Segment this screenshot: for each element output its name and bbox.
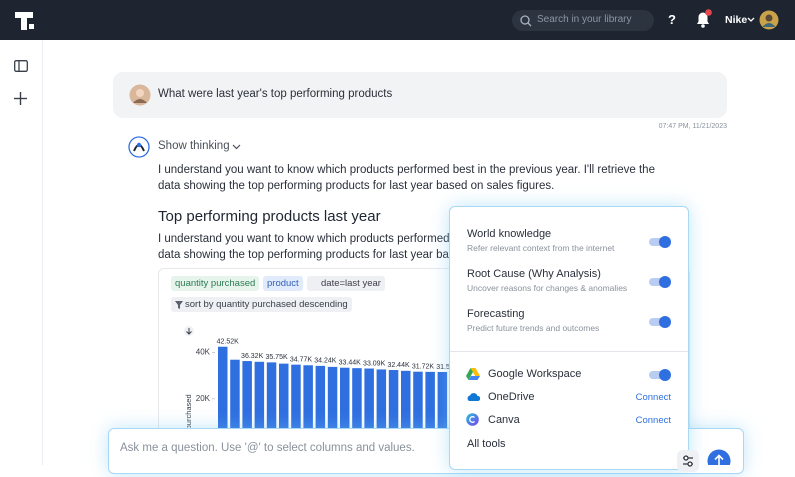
value-label: 42.52K <box>217 339 240 346</box>
bar <box>364 368 374 445</box>
tools-menu: World knowledge Refer relevant context f… <box>449 206 689 470</box>
value-label: 31.58K <box>436 364 459 371</box>
option-title: World knowledge <box>467 228 552 240</box>
bar <box>352 368 362 445</box>
assistant-avatar <box>128 136 150 158</box>
connect-link[interactable]: Connect <box>635 392 671 403</box>
chip[interactable]: date=last year <box>307 276 385 291</box>
value-label: 31.72K <box>412 364 435 371</box>
answer-heading: Top performing products last year <box>158 208 381 225</box>
toggle[interactable] <box>649 369 671 381</box>
tools-button[interactable] <box>677 450 699 472</box>
value-label: 33.09K <box>363 360 386 367</box>
bar <box>279 363 289 445</box>
show-thinking[interactable]: Show thinking <box>158 140 230 152</box>
bar <box>315 365 326 445</box>
question-text: What were last year's top performing pro… <box>158 88 393 100</box>
value-label: 34.77K <box>290 356 313 363</box>
all-tools[interactable]: All tools <box>467 438 506 450</box>
option-title: Forecasting <box>467 308 525 320</box>
input-placeholder: Ask me a question. Use '@' to select col… <box>120 442 415 454</box>
bar <box>242 361 252 445</box>
thinking-chevron[interactable] <box>232 144 241 150</box>
toggle[interactable] <box>649 236 671 248</box>
search-icon <box>520 15 532 27</box>
integration-name: OneDrive <box>488 391 535 403</box>
bar <box>266 362 277 445</box>
sort-arrow <box>186 328 192 335</box>
bar <box>230 359 240 445</box>
integration-name: Google Workspace <box>488 368 582 380</box>
top-bar: Search in your library ? Nike <box>0 0 795 40</box>
value-label: 35.75K <box>265 354 288 361</box>
bar <box>254 361 265 445</box>
y-tick-label: 20K <box>196 394 211 403</box>
tools-icon <box>683 455 693 467</box>
canva-icon <box>466 413 479 426</box>
connect-link[interactable]: Connect <box>635 415 671 426</box>
toggle[interactable] <box>649 316 671 328</box>
onedrive-icon <box>467 393 480 401</box>
value-label: 34.24K <box>314 358 337 365</box>
value-label: 32.44K <box>387 362 410 369</box>
bar <box>291 364 301 445</box>
panel-toggle[interactable] <box>14 60 28 72</box>
toggle[interactable] <box>649 276 671 288</box>
option-description: Refer relevant context from the internet <box>467 243 615 253</box>
question-bubble: What were last year's top performing pro… <box>113 72 727 118</box>
bar <box>388 370 399 445</box>
bar <box>218 346 228 445</box>
chip[interactable]: quantity purchased <box>171 276 260 291</box>
send-button[interactable] <box>707 449 731 465</box>
chip[interactable]: sort by quantity purchased descending <box>171 297 352 312</box>
bar <box>327 366 338 445</box>
bar <box>303 365 313 445</box>
notifications[interactable] <box>693 8 713 30</box>
new-chat[interactable] <box>14 92 27 105</box>
bar-chart: Total quantity purchased20K40K42.52K36.3… <box>184 326 459 469</box>
option-description: Predict future trends and outcomes <box>467 323 600 333</box>
chip[interactable]: product <box>263 276 303 291</box>
logo[interactable] <box>14 10 36 32</box>
user-avatar <box>129 84 151 106</box>
answer-line: data showing the top performing products… <box>158 180 555 192</box>
bar <box>340 367 350 445</box>
user-name[interactable]: Nike <box>725 14 748 26</box>
bar <box>413 371 423 445</box>
user-avatar[interactable] <box>759 10 779 30</box>
search-placeholder: Search in your library <box>537 14 632 25</box>
option-title: Root Cause (Why Analysis) <box>467 268 601 280</box>
bar <box>401 370 411 445</box>
divider <box>450 351 688 352</box>
bar <box>437 372 448 445</box>
bar <box>376 369 387 445</box>
timestamp: 07:47 PM, 11/21/2023 <box>658 123 727 130</box>
user-chevron <box>747 17 755 22</box>
sidebar <box>0 40 43 465</box>
google-workspace-icon <box>466 368 480 380</box>
value-label: 33.44K <box>339 360 362 367</box>
bar <box>425 371 435 445</box>
integration-name: Canva <box>488 414 520 426</box>
value-label: 36.32K <box>241 353 264 360</box>
help-button[interactable]: ? <box>668 12 676 27</box>
answer-line: I understand you want to know which prod… <box>158 164 655 176</box>
search-box[interactable]: Search in your library <box>512 10 654 31</box>
filter-icon <box>175 301 183 309</box>
y-tick-label: 40K <box>196 348 211 357</box>
option-description: Uncover reasons for changes & anomalies <box>467 283 628 293</box>
